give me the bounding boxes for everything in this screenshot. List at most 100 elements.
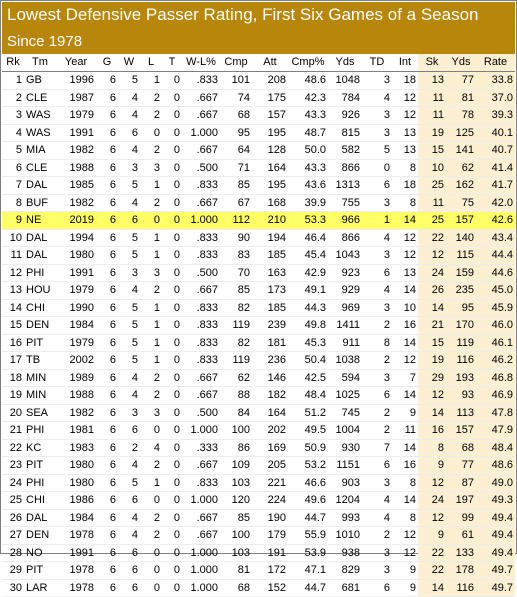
table-cell: 0 — [162, 246, 182, 265]
table-cell: 6 — [96, 334, 118, 352]
table-cell: 50.9 — [288, 439, 328, 457]
table-cell: 29 — [418, 369, 446, 387]
table-cell: 33.8 — [476, 71, 515, 90]
table-cell: 1.000 — [182, 579, 220, 597]
table-cell: 2 — [140, 89, 162, 107]
table-cell: 0 — [162, 386, 182, 405]
table-cell: 112 — [220, 211, 252, 230]
table-cell: 6 — [96, 369, 118, 387]
table-cell: 6 — [2, 159, 24, 177]
table-cell: 18 — [392, 176, 418, 195]
table-cell: 0 — [140, 561, 162, 580]
column-header: T — [162, 54, 182, 72]
table-cell: 1978 — [56, 561, 96, 580]
table-cell: 1411 — [328, 316, 362, 335]
table-cell: 4 — [362, 491, 392, 510]
table-cell: 4 — [118, 526, 140, 545]
table-cell: 185 — [252, 299, 288, 317]
table-cell: 115 — [446, 246, 476, 265]
table-cell: 0 — [162, 421, 182, 440]
table-cell: 47.8 — [476, 404, 515, 422]
table-cell: 866 — [328, 229, 362, 247]
table-cell: 6 — [118, 491, 140, 510]
table-cell: 4 — [362, 509, 392, 527]
table-cell: 2 — [140, 386, 162, 405]
table-cell: .667 — [182, 194, 220, 212]
table-cell: 13 — [418, 71, 446, 90]
table-cell: 13 — [392, 124, 418, 142]
table-cell: 82 — [220, 299, 252, 317]
table-cell: 3 — [2, 106, 24, 125]
table-cell: 39.9 — [288, 194, 328, 212]
table-cell: 173 — [252, 281, 288, 300]
table-row: 23 PIT 1980 6 4 2 0.667 109 205 53.2 1151 6 16 9 77 48.… — [2, 456, 515, 475]
table-cell: 162 — [446, 176, 476, 195]
table-cell: 0 — [140, 421, 162, 440]
table-cell: 133 — [446, 544, 476, 562]
table-cell: 46.9 — [476, 386, 515, 405]
table-cell: 1988 — [56, 159, 96, 177]
table-cell: 1.000 — [182, 211, 220, 230]
table-cell: 22 — [418, 229, 446, 247]
table-row: 29 PIT 1978 6 6 0 0 1.000 81 172 47.1 829 3 9 22 178 49.… — [2, 561, 515, 580]
table-cell: 49.1 — [288, 281, 328, 300]
table-cell: 195 — [252, 176, 288, 195]
table-cell: 2 — [362, 526, 392, 545]
table-cell: 12 — [392, 544, 418, 562]
table-cell: 829 — [328, 561, 362, 580]
table-cell: KC — [24, 439, 56, 457]
table-cell: .667 — [182, 281, 220, 300]
table-cell: .500 — [182, 264, 220, 282]
table-cell: .667 — [182, 89, 220, 107]
table-cell: 4 — [118, 369, 140, 387]
table-cell: 1 — [2, 71, 24, 90]
table-cell: LAR — [24, 579, 56, 597]
column-header: Cmp — [220, 54, 252, 72]
table-cell: 1994 — [56, 229, 96, 247]
table-cell: 179 — [252, 526, 288, 545]
table-cell: 6 — [96, 526, 118, 545]
table-cell: 6 — [96, 159, 118, 177]
table-cell: 0 — [162, 579, 182, 597]
table-cell: 1.000 — [182, 421, 220, 440]
table-cell: .833 — [182, 351, 220, 370]
table-cell: 113 — [446, 404, 476, 422]
table-cell: 0 — [162, 404, 182, 422]
table-row: 26 DAL 1984 6 4 2 0.667 85 190 44.7 993 4 8 12 99 49.4 — [2, 509, 515, 527]
table-cell: 45.0 — [476, 281, 515, 300]
table-cell: CHI — [24, 299, 56, 317]
table-cell: 197 — [446, 491, 476, 510]
table-cell: 5 — [118, 316, 140, 335]
table-row: 19 MIN 1988 6 4 2 0.667 88 182 48.4 1025 6 14 12 93 46.… — [2, 386, 515, 405]
table-cell: PIT — [24, 456, 56, 475]
table-cell: 224 — [252, 491, 288, 510]
table-cell: 6 — [96, 404, 118, 422]
table-cell: 0 — [162, 509, 182, 527]
table-cell: 2 — [140, 369, 162, 387]
table-cell: 2002 — [56, 351, 96, 370]
table-cell: 44.7 — [288, 579, 328, 597]
table-cell: 109 — [220, 456, 252, 475]
table-cell: 1982 — [56, 404, 96, 422]
table-cell: 46.1 — [476, 334, 515, 352]
table-cell: 68 — [220, 106, 252, 125]
table-cell: 21 — [418, 316, 446, 335]
table-cell: 1978 — [56, 579, 96, 597]
table-cell: 44.7 — [288, 509, 328, 527]
table-cell: 0 — [162, 456, 182, 475]
page-title: Lowest Defensive Passer Rating, First Si… — [7, 5, 479, 24]
table-cell: 119 — [446, 334, 476, 352]
table-cell: 84 — [220, 404, 252, 422]
table-cell: 582 — [328, 141, 362, 160]
table-cell: 3 — [362, 106, 392, 125]
table-cell: 3 — [140, 404, 162, 422]
table-cell: 45.4 — [288, 246, 328, 265]
stats-table: Rk Tm Year G W L T W-L% Cmp Att Cmp% Yds TD Int Sk Yds R… — [2, 54, 515, 597]
table-cell: 6 — [96, 106, 118, 125]
table-cell: 62 — [446, 159, 476, 177]
table-cell: 8 — [418, 439, 446, 457]
table-cell: 4 — [118, 509, 140, 527]
table-cell: 170 — [446, 316, 476, 335]
table-cell: 594 — [328, 369, 362, 387]
